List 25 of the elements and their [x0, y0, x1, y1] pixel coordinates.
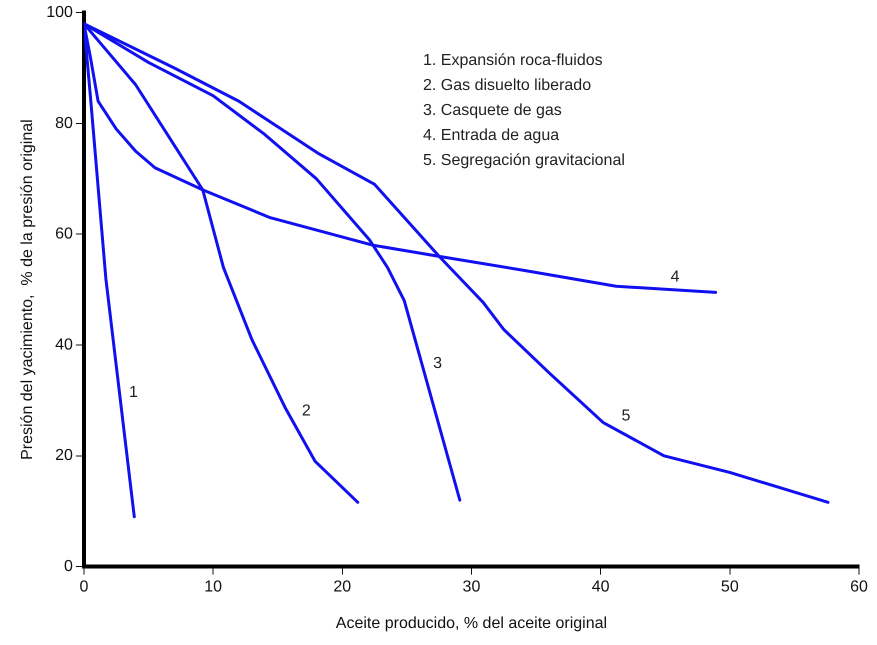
x-tick-label: 40: [592, 578, 610, 596]
x-tick-label: 20: [333, 578, 352, 596]
y-tick-label: 80: [55, 114, 73, 132]
y-tick-label: 100: [46, 4, 73, 22]
y-tick-label: 0: [64, 558, 73, 576]
annotation: 5. Segregación gravitacional: [423, 151, 625, 171]
x-tick-label: 0: [79, 578, 88, 596]
annotation: 2: [302, 402, 311, 420]
x-tick-label: 10: [204, 578, 222, 596]
annotation: 4: [670, 268, 680, 286]
annotation: 3. Casquete de gas: [423, 101, 563, 121]
annotation: 2. Gas disuelto liberado: [423, 76, 592, 96]
annotation: 3: [433, 354, 442, 372]
annotation: 4. Entrada de agua: [423, 126, 560, 146]
annotation: 5: [622, 408, 631, 425]
y-tick-label: 40: [55, 336, 73, 354]
y-tick-label: 60: [55, 226, 73, 243]
x-axis-title: Aceite producido, % del aceite original: [336, 614, 608, 632]
x-tick-label: 60: [850, 578, 868, 596]
y-tick-label: 20: [55, 447, 73, 464]
x-tick-label: 50: [720, 578, 739, 596]
annotation: 1: [128, 384, 138, 402]
x-tick-label: 30: [462, 578, 480, 596]
y-axis-title: Presión del yacimiento, % de la presión original: [19, 119, 36, 460]
annotation: 1. Expansión roca-fluidos: [423, 51, 604, 71]
